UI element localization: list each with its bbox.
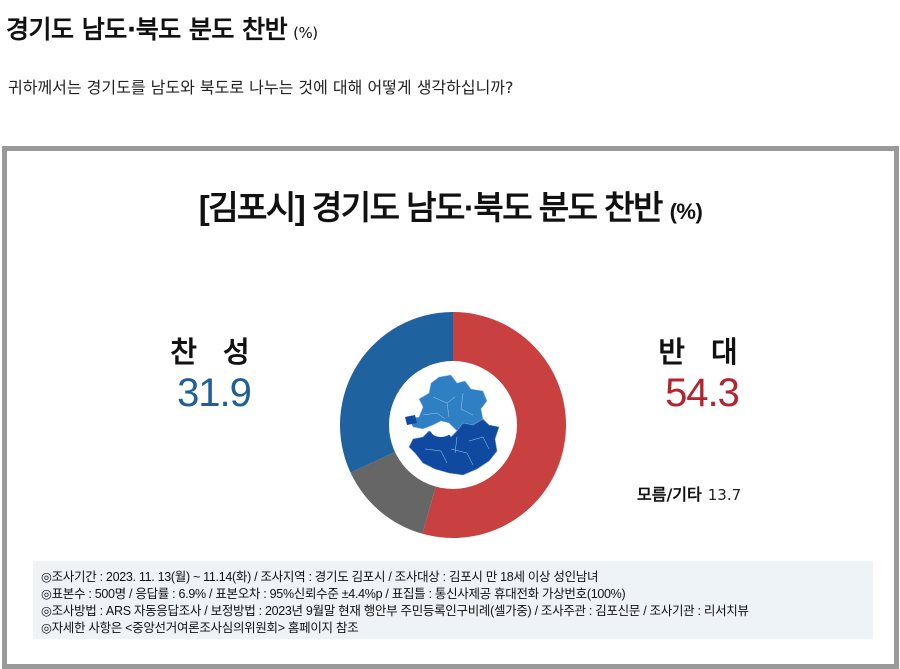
chart-title-text: [김포시] 경기도 남도·북도 분도 찬반 [198, 189, 664, 226]
chart-title: [김포시] 경기도 남도·북도 분도 찬반 (%) [7, 181, 894, 229]
yes-label: 찬 성 [170, 335, 258, 369]
survey-notes: ◎조사기간 : 2023. 11. 13(월) ~ 11.14(화) / 조사지… [33, 561, 873, 639]
no-value: 54.3 [665, 371, 740, 415]
note-line: ◎조사기간 : 2023. 11. 13(월) ~ 11.14(화) / 조사지… [41, 570, 599, 584]
etc-label-block: 모름/기타 13.7 [637, 481, 741, 505]
yes-value: 31.9 [177, 371, 252, 415]
note-line: ◎표본수 : 500명 / 응답률 : 6.9% / 표본오차 : 95%신뢰수… [41, 587, 626, 601]
note-line: ◎조사방법 : ARS 자동응답조사 / 보정방법 : 2023년 9월말 현재… [41, 604, 749, 618]
no-label-block: 반 대 54.3 [647, 329, 757, 416]
page-title: 경기도 남도·북도 분도 찬반 (%) [6, 10, 318, 46]
etc-label: 모름/기타 [637, 485, 702, 504]
survey-question: 귀하께서는 경기도를 남도와 북도로 나누는 것에 대해 어떻게 생각하십니까? [8, 78, 514, 97]
page-title-text: 경기도 남도·북도 분도 찬반 [6, 15, 288, 44]
no-label: 반 대 [658, 335, 746, 369]
yes-label-block: 찬 성 31.9 [159, 329, 269, 416]
donut-chart [340, 312, 567, 538]
page-title-unit: (%) [293, 24, 318, 42]
gyeonggi-map-icon [405, 374, 500, 476]
chart-title-unit: (%) [669, 199, 703, 224]
etc-value: 13.7 [707, 486, 742, 504]
note-line: ◎자세한 사항은 <중앙선거여론조사심의위원회> 홈페이지 참조 [41, 621, 359, 635]
chart-frame: [김포시] 경기도 남도·북도 분도 찬반 (%) 찬 성 31.9 반 대 5… [2, 146, 899, 669]
